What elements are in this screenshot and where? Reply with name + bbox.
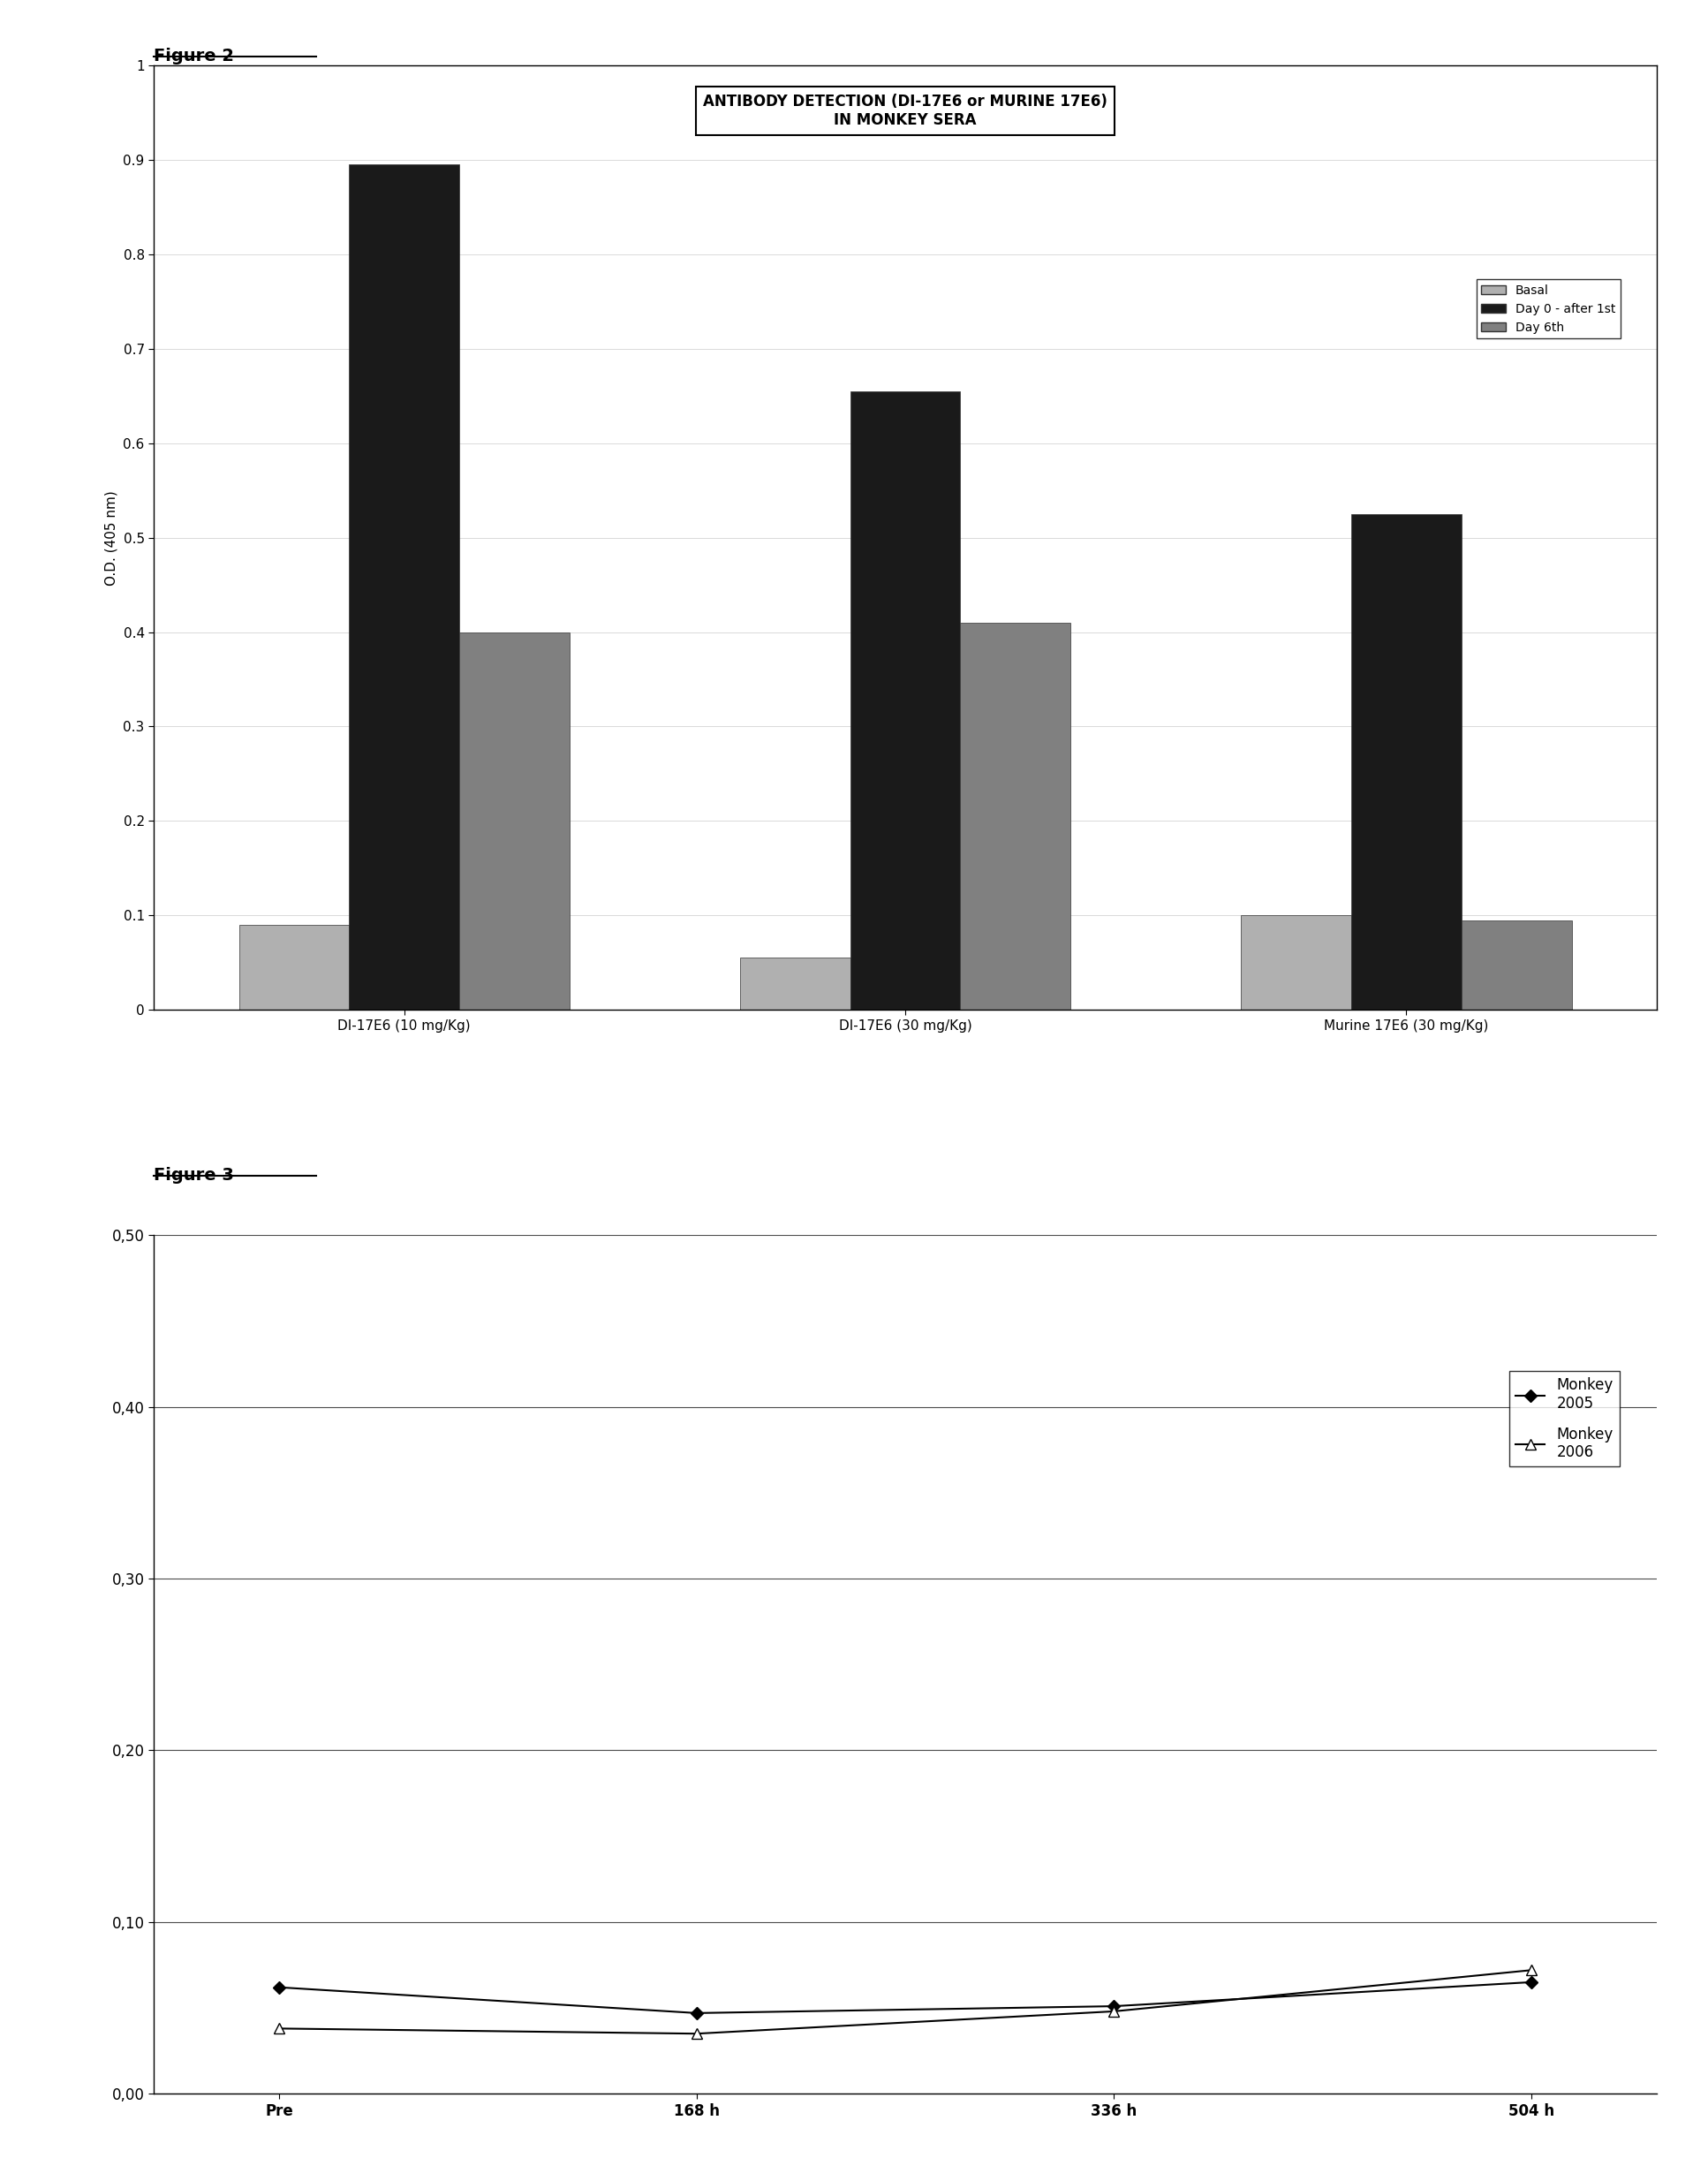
Text: Figure 3: Figure 3 xyxy=(154,1167,234,1184)
Line: Monkey
2005: Monkey 2005 xyxy=(275,1978,1535,2017)
Bar xyxy=(1242,916,1351,1010)
Y-axis label: O.D. (405 nm): O.D. (405 nm) xyxy=(104,491,118,585)
Monkey
2006 xyxy=(1103,1998,1124,2024)
Bar xyxy=(348,164,459,1010)
Bar xyxy=(851,390,960,1010)
Monkey
2005 xyxy=(687,2000,707,2026)
Bar xyxy=(459,632,569,1010)
Monkey
2006 xyxy=(268,2015,289,2041)
Legend: Basal, Day 0 - after 1st, Day 6th: Basal, Day 0 - after 1st, Day 6th xyxy=(1476,279,1621,338)
Bar xyxy=(740,957,851,1010)
Monkey
2006 xyxy=(687,2020,707,2046)
Text: ANTIBODY DETECTION (DI-17E6 or MURINE 17E6)
IN MONKEY SERA: ANTIBODY DETECTION (DI-17E6 or MURINE 17… xyxy=(704,94,1107,129)
Bar xyxy=(960,622,1071,1010)
Monkey
2006 xyxy=(1522,1956,1542,1983)
Monkey
2005 xyxy=(1522,1969,1542,1996)
Monkey
2005 xyxy=(268,1974,289,2000)
Monkey
2005 xyxy=(1103,1993,1124,2020)
Text: Figure 2: Figure 2 xyxy=(154,48,234,65)
Bar xyxy=(1462,920,1571,1010)
Line: Monkey
2006: Monkey 2006 xyxy=(273,1965,1537,2039)
Bar xyxy=(1351,515,1462,1010)
Legend: Monkey
2005, Monkey
2006: Monkey 2005, Monkey 2006 xyxy=(1510,1372,1619,1466)
Bar xyxy=(239,925,348,1010)
